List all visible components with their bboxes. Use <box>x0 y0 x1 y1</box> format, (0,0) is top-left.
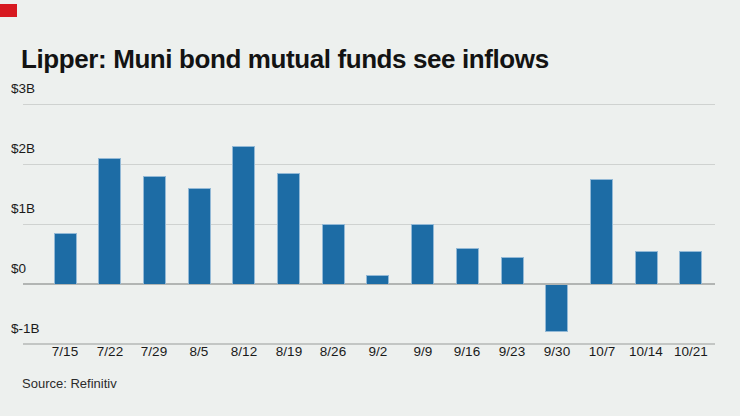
x-axis-tick-label: 7/15 <box>42 344 88 360</box>
x-axis-tick-label: 10/21 <box>668 344 714 360</box>
x-axis-tick-label: 8/19 <box>266 344 312 360</box>
y-axis-tick-label: $2B <box>11 141 35 156</box>
bar-8/19 <box>277 173 300 284</box>
bar-8/26 <box>322 224 345 284</box>
bar-10/14 <box>635 251 658 284</box>
bar-9/30 <box>545 285 568 332</box>
x-axis-tick-label: 8/12 <box>221 344 267 360</box>
bar-10/7 <box>590 179 613 284</box>
x-axis-tick-label: 8/26 <box>310 344 356 360</box>
x-axis-tick-label: 8/5 <box>176 344 222 360</box>
x-axis-tick-label: 9/23 <box>489 344 535 360</box>
bar-7/29 <box>143 176 166 284</box>
bar-9/23 <box>501 257 524 284</box>
y-axis-tick-label: $3B <box>11 81 35 96</box>
bar-8/5 <box>188 188 211 284</box>
gridline <box>23 164 715 165</box>
x-axis-tick-label: 10/14 <box>623 344 669 360</box>
bar-9/2 <box>366 275 389 284</box>
gridline <box>23 104 715 105</box>
y-axis-tick-label: $0 <box>11 261 26 276</box>
x-axis-tick-label: 9/16 <box>444 344 490 360</box>
y-axis-tick-label: $-1B <box>11 321 40 336</box>
bar-9/9 <box>411 224 434 284</box>
bar-9/16 <box>456 248 479 284</box>
x-axis-tick-label: 7/22 <box>87 344 133 360</box>
x-axis-tick-label: 10/7 <box>579 344 625 360</box>
x-axis-tick-label: 9/9 <box>400 344 446 360</box>
source-caption: Source: Refinitiv <box>22 376 117 392</box>
y-axis-tick-label: $1B <box>11 201 35 216</box>
bar-10/21 <box>679 251 702 284</box>
bar-7/15 <box>54 233 77 284</box>
bar-7/22 <box>98 158 121 284</box>
chart-card: Lipper: Muni bond mutual funds see inflo… <box>0 0 740 416</box>
bar-chart: $3B $2B $1B $0 $-1B7/157/227/298/58/128/198/… <box>0 0 740 416</box>
x-axis-tick-label: 9/2 <box>355 344 401 360</box>
bar-8/12 <box>232 146 255 284</box>
x-axis-tick-label: 7/29 <box>131 344 177 360</box>
x-axis-tick-label: 9/30 <box>534 344 580 360</box>
